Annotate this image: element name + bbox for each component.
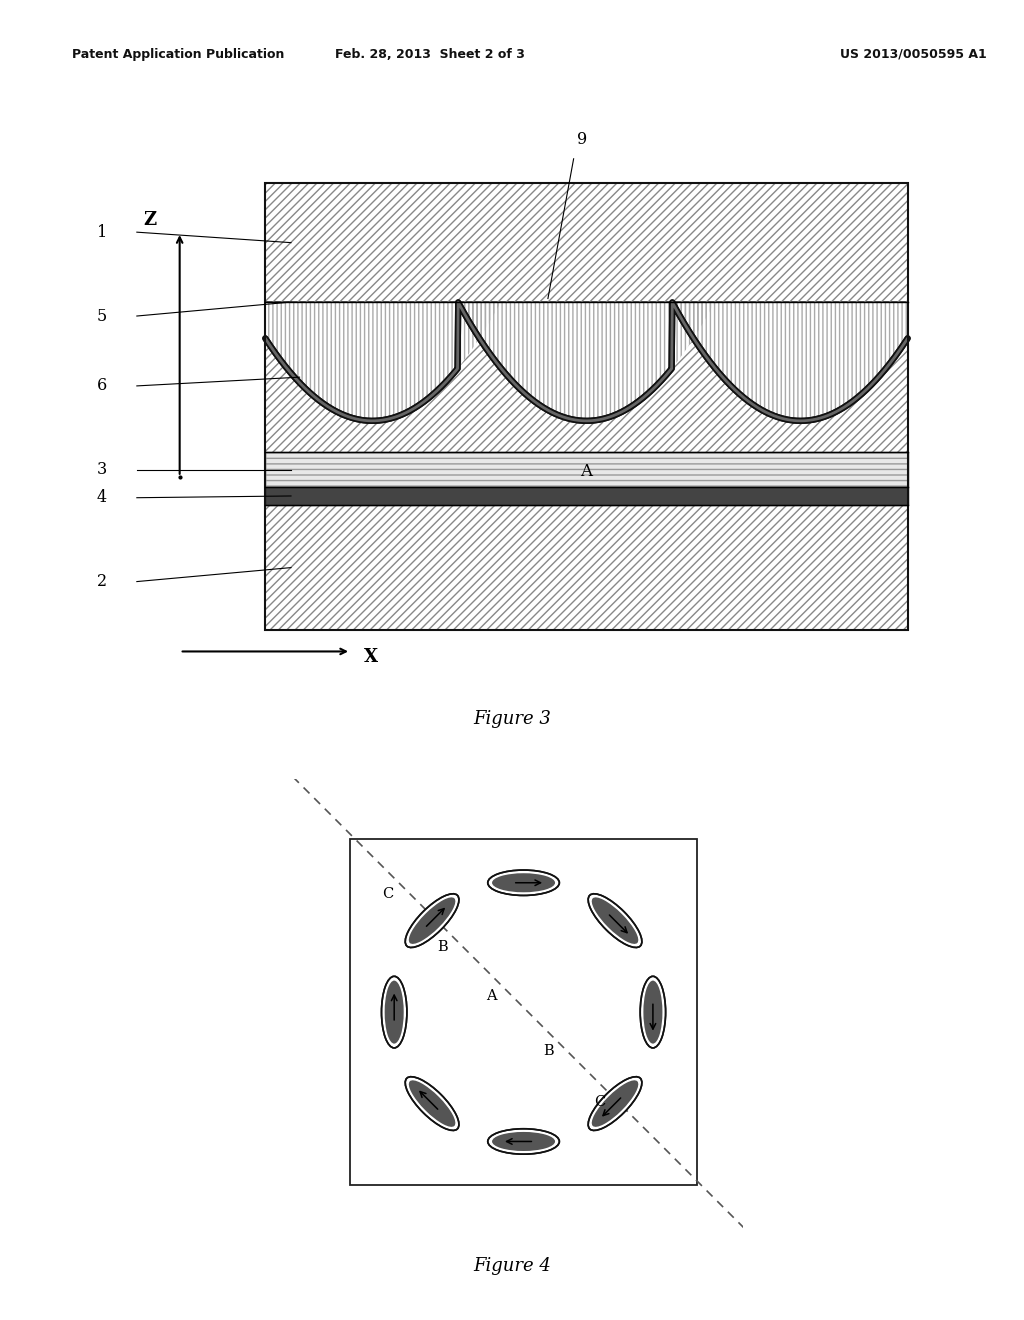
Text: B: B: [544, 1044, 554, 1059]
Text: US 2013/0050595 A1: US 2013/0050595 A1: [840, 48, 986, 61]
Ellipse shape: [493, 1133, 555, 1151]
Ellipse shape: [592, 1080, 638, 1127]
Ellipse shape: [382, 977, 407, 1048]
Ellipse shape: [406, 1077, 459, 1130]
Text: 1: 1: [96, 223, 106, 240]
Text: 2: 2: [96, 573, 106, 590]
Bar: [265, 302, 907, 453]
Bar: [265, 183, 907, 631]
Ellipse shape: [592, 898, 638, 944]
Bar: [265, 504, 907, 631]
Bar: [265, 183, 907, 302]
Text: C: C: [382, 887, 393, 902]
Text: Figure 3: Figure 3: [473, 710, 551, 729]
Text: Patent Application Publication: Patent Application Publication: [72, 48, 284, 61]
Text: C: C: [594, 1096, 605, 1109]
Text: A: A: [581, 463, 593, 479]
Text: Figure 4: Figure 4: [473, 1257, 551, 1275]
Text: 3: 3: [96, 461, 106, 478]
Bar: [265, 504, 907, 631]
Ellipse shape: [493, 874, 555, 892]
Text: B: B: [437, 940, 449, 954]
Ellipse shape: [409, 1080, 456, 1127]
Bar: [265, 453, 907, 487]
Text: A: A: [486, 989, 497, 1003]
Text: X: X: [364, 648, 378, 667]
Ellipse shape: [406, 894, 459, 948]
Ellipse shape: [640, 977, 666, 1048]
Polygon shape: [266, 302, 501, 421]
Text: Z: Z: [143, 211, 157, 230]
Text: Feb. 28, 2013  Sheet 2 of 3: Feb. 28, 2013 Sheet 2 of 3: [335, 48, 525, 61]
Polygon shape: [672, 302, 907, 421]
Bar: [265, 183, 907, 302]
Bar: [265, 453, 907, 487]
Text: 5: 5: [96, 308, 106, 325]
Ellipse shape: [487, 870, 559, 895]
Polygon shape: [458, 302, 715, 421]
Bar: [350, 840, 696, 1185]
Bar: [265, 302, 907, 453]
Text: 9: 9: [578, 131, 588, 148]
Ellipse shape: [588, 1077, 642, 1130]
Ellipse shape: [588, 894, 642, 948]
Text: 4: 4: [96, 490, 106, 506]
Ellipse shape: [487, 1129, 559, 1154]
Bar: [265, 487, 907, 504]
Text: 6: 6: [96, 378, 106, 395]
Ellipse shape: [385, 981, 403, 1044]
Ellipse shape: [643, 981, 663, 1044]
Ellipse shape: [409, 898, 456, 944]
